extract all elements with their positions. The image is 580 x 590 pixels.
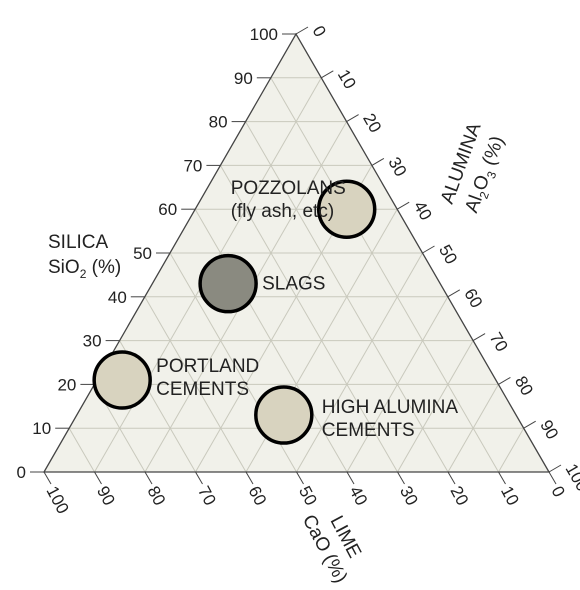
grid-line-lime [144, 296, 247, 473]
silica-tick-label: 20 [57, 375, 76, 394]
lime-tick-label: 50 [295, 483, 321, 509]
grid-line-alumina [296, 252, 423, 473]
alumina-tick-mark [295, 26, 309, 35]
composition-regions: POZZOLANS(fly ash, etc)SLAGSPORTLANDCEME… [92, 178, 459, 445]
alumina-tick-mark [447, 289, 461, 298]
lime-tick-label: 70 [194, 483, 220, 509]
alumina-formula: Al2O3 (%) [461, 133, 511, 216]
lime-tick-mark [498, 471, 506, 485]
silica-formula: SiO2 (%) [48, 257, 121, 281]
region-circle-high-alumina [254, 385, 314, 445]
lime-tick-mark [43, 471, 52, 485]
lime-tick-label: 100 [42, 483, 72, 517]
grid-line-alumina [346, 296, 449, 473]
region-label-pozzolans: (fly ash, etc) [231, 201, 334, 222]
silica-tick-label: 70 [183, 156, 202, 175]
alumina-tick-label: 10 [334, 66, 360, 92]
region-label-slags: SLAGS [262, 274, 325, 295]
alumina-tick-label: 50 [435, 242, 461, 268]
silica-tick-label: 30 [83, 332, 102, 351]
lime-tick-label: 20 [446, 483, 472, 509]
region-label-portland: CEMENTS [156, 379, 249, 400]
alumina-tick-mark [523, 420, 536, 429]
region-label-pozzolans: POZZOLANS [231, 178, 346, 199]
alumina-tick-mark [472, 333, 486, 342]
region-circle-pozzolans [316, 179, 377, 239]
region-label-high-alumina: HIGH ALUMINA [322, 397, 459, 418]
alumina-tick-label: 0 [309, 23, 330, 41]
alumina-tick-mark [548, 464, 562, 473]
region-label-high-alumina: CEMENTS [322, 420, 415, 441]
silica-tick-label: 0 [17, 463, 26, 482]
region-circle-slags [198, 253, 258, 314]
lime-axis-title: LIME CaO (%) [298, 511, 365, 586]
alumina-tick-mark [371, 157, 385, 166]
grid-line-alumina [397, 340, 474, 473]
silica-tick-label: 10 [32, 419, 51, 438]
lime-tick-mark [296, 471, 304, 485]
alumina-tick-label: 60 [460, 285, 486, 311]
lime-tick-mark [195, 471, 203, 485]
alumina-tick-mark [498, 376, 511, 385]
lime-tick-label: 40 [345, 483, 371, 509]
silica-tick-label: 60 [158, 200, 177, 219]
lime-tick-label: 10 [497, 483, 523, 509]
grid-line-alumina [447, 384, 499, 473]
silica-tick-label: 90 [234, 69, 253, 88]
lime-tick-mark [245, 471, 254, 485]
lime-tick-label: 80 [143, 483, 169, 509]
grid-line-alumina [498, 427, 525, 473]
alumina-tick-label: 70 [486, 329, 512, 355]
grid-line-lime [219, 165, 398, 473]
lime-tick-label: 30 [396, 483, 422, 509]
lime-tick-mark [397, 471, 405, 485]
lime-tick-mark [447, 471, 456, 485]
alumina-tick-label: 90 [536, 417, 562, 443]
alumina-tick-label: 20 [359, 110, 385, 136]
lime-tick-mark [548, 471, 557, 485]
silica-tick-label: 100 [250, 25, 278, 44]
region-circle-portland [92, 350, 152, 410]
silica-tick-label: 80 [209, 113, 228, 132]
alumina-tick-label: 80 [511, 373, 537, 399]
lime-tick-mark [346, 471, 355, 485]
silica-name: SILICA [48, 232, 109, 253]
lime-tick-mark [144, 471, 153, 485]
silica-axis-title: SILICA SiO2 (%) [48, 232, 121, 281]
lime-tick-label: 0 [547, 483, 568, 500]
alumina-tick-label: 30 [384, 154, 410, 180]
lime-tick-label: 90 [93, 483, 119, 509]
alumina-axis-title: ALUMINA Al2O3 (%) [437, 120, 511, 216]
alumina-tick-mark [321, 70, 334, 79]
alumina-tick-label: 40 [410, 198, 436, 224]
grid-line-lime [270, 77, 499, 473]
region-label-portland: PORTLAND [156, 356, 259, 377]
lime-tick-label: 60 [244, 483, 270, 509]
silica-tick-label: 40 [108, 288, 127, 307]
lime-tick-mark [94, 471, 102, 485]
alumina-tick-mark [422, 245, 435, 254]
alumina-tick-mark [396, 201, 410, 210]
grid-line-lime [68, 427, 95, 473]
silica-tick-label: 50 [133, 244, 152, 263]
alumina-tick-mark [346, 114, 359, 123]
